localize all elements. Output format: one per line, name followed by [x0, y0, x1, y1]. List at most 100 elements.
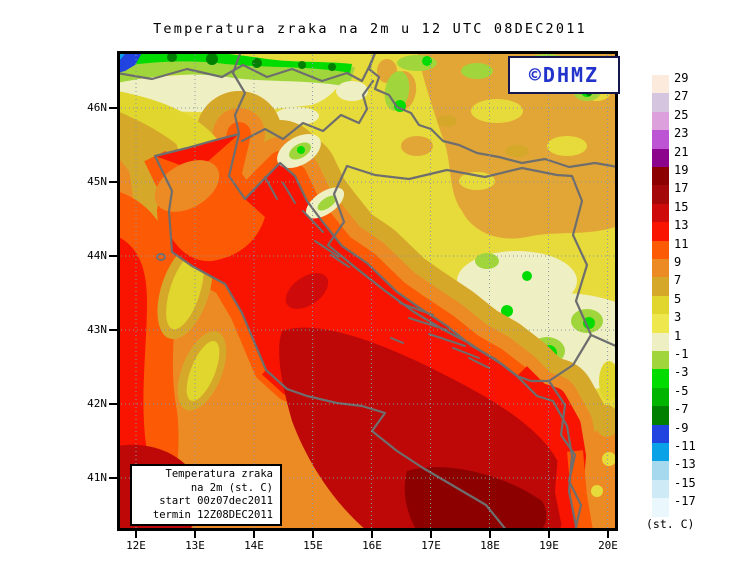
graticule [117, 51, 618, 531]
colorbar-tick-label: 17 [674, 181, 689, 196]
lon-tick-label: 18E [480, 539, 500, 552]
colorbar-tick-label: 19 [674, 163, 689, 177]
colorbar-swatch [652, 498, 669, 518]
lon-tick [135, 531, 137, 538]
alps-coldest-blue-patch [117, 51, 143, 73]
colorbar-swatch [652, 75, 669, 94]
colorbar-tick-label: 23 [674, 126, 689, 141]
colorbar-swatch [652, 295, 669, 315]
italian-coastline [153, 154, 509, 533]
colorbar-swatch [652, 93, 669, 113]
legend-line: Temperatura zraka [165, 468, 273, 480]
lat-tick-label: 43N [87, 323, 107, 336]
colorbar-tick-label: -11 [674, 439, 696, 453]
lat-tick-label: 44N [87, 249, 107, 262]
lon-tick [489, 531, 491, 538]
coastlines [153, 132, 579, 533]
colorbar-unit-label: (st. C) [646, 517, 695, 531]
lon-tick-label: 13E [185, 539, 205, 552]
lat-tick-label: 45N [87, 175, 107, 188]
colorbar-tick-label: 21 [674, 144, 689, 159]
colorbar-tick-label: -7 [674, 402, 689, 417]
colorbar-swatch [652, 332, 669, 352]
lat-tick [109, 255, 117, 257]
colorbar-swatch [652, 259, 669, 278]
dhmz-logo-text: ©DHMZ [528, 63, 600, 87]
lat-tick [109, 107, 117, 109]
colorbar-tick-label: 9 [674, 255, 682, 269]
lon-tick-label: 20E [598, 539, 618, 552]
lat-tick [109, 477, 117, 479]
north-adriatic-orangered [155, 134, 265, 262]
colorbar-tick-label: -15 [674, 475, 696, 490]
colorbar-tick-label: -13 [674, 457, 696, 472]
colorbar-swatch [652, 222, 669, 242]
islands [156, 176, 490, 369]
lon-tick-label: 16E [362, 539, 382, 552]
lon-tick [253, 531, 255, 538]
lon-tick [371, 531, 373, 538]
lon-tick-label: 17E [421, 539, 441, 552]
lon-tick-label: 12E [126, 539, 146, 552]
pannonia-warm-region [377, 51, 618, 239]
colorbar-tick-label: 3 [674, 310, 682, 325]
colorbar-swatch [652, 461, 669, 481]
lon-tick [548, 531, 550, 538]
colorbar-swatch [652, 479, 669, 499]
colorbar-swatch [652, 203, 669, 223]
colorbar-tick-label: -17 [674, 494, 696, 509]
lon-tick-label: 15E [303, 539, 323, 552]
legend-line: start 00z07dec2011 [159, 495, 273, 507]
colorbar-swatch [652, 130, 669, 150]
croatian-coastline [227, 132, 579, 533]
colorbar-tick-label: 29 [674, 71, 689, 85]
map-plot-area [115, 49, 622, 574]
colorbar-tick-label: -1 [674, 347, 689, 361]
page-title: Temperatura zraka na 2m u 12 UTC 08DEC20… [153, 21, 587, 37]
legend-line: termin 12Z08DEC2011 [152, 508, 273, 521]
colorbar-tick-label: 25 [674, 107, 689, 122]
southeast-corner-region [567, 361, 619, 533]
colorbar-swatch [652, 406, 669, 426]
colorbar-swatch [652, 314, 669, 334]
colorbar-swatch [652, 369, 669, 389]
colorbar-tick-label: 7 [674, 273, 682, 288]
colorbar-swatch [652, 148, 669, 168]
colorbar-swatch [652, 443, 669, 462]
colorbar-tick-label: -9 [674, 420, 689, 435]
colorbar-tick-label: -5 [674, 383, 689, 398]
colorbar-tick-label: 15 [674, 199, 689, 214]
lon-tick [312, 531, 314, 538]
lat-tick-label: 42N [87, 397, 107, 410]
colorbar-swatch [652, 167, 669, 186]
north-lagoon-coastline [153, 132, 241, 158]
legend-line: na 2m (st. C) [190, 481, 273, 494]
colorbar-swatch [652, 111, 669, 131]
colorbar-swatch [652, 387, 669, 407]
colorbar-swatch [652, 351, 669, 370]
colorbar-swatch [652, 240, 669, 260]
lon-tick-label: 14E [244, 539, 264, 552]
colorbar-tick-label: 13 [674, 218, 689, 233]
lat-tick [109, 329, 117, 331]
colorbar-swatch [652, 185, 669, 205]
lon-tick [607, 531, 609, 538]
colorbar-tick-label: 27 [674, 89, 689, 104]
legend-box: Temperatura zraka na 2m (st. C) start 00z0… [130, 464, 282, 526]
map-frame [117, 51, 618, 531]
lat-tick-label: 41N [87, 471, 107, 484]
lon-tick [194, 531, 196, 538]
colorbar-tick-label: -3 [674, 365, 689, 380]
colorbar-swatch [652, 277, 669, 297]
lat-tick-label: 46N [87, 101, 107, 114]
lat-tick [109, 403, 117, 405]
lon-tick [430, 531, 432, 538]
colorbar-tick-label: 5 [674, 291, 682, 306]
colorbar-tick-label: 1 [674, 328, 682, 343]
colorbar-swatch [652, 424, 669, 444]
country-borders [115, 49, 620, 533]
colorbar-tick-label: 11 [674, 236, 689, 251]
